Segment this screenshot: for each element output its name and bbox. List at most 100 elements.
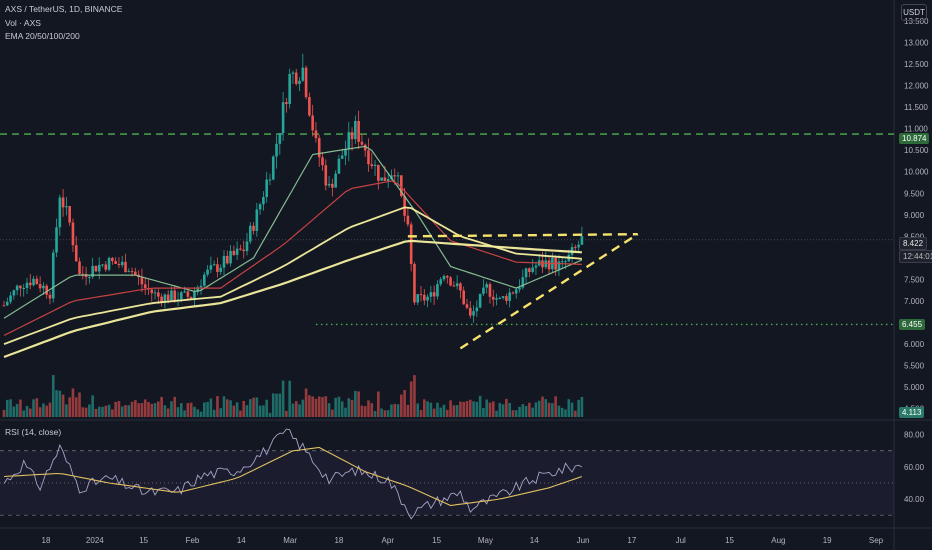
symbol-legend[interactable]: AXS / TetherUS, 1D, BINANCE [5,4,123,14]
volume-bar [370,403,374,417]
rsi-ma-line [3,446,583,507]
candle-body [400,175,403,197]
price-tick-label: 10.500 [904,146,929,155]
candle-body [422,294,426,301]
volume-bar [373,411,377,417]
volume-bar [193,406,196,417]
candle-body [445,275,449,278]
volume-bar [2,409,6,417]
currency-unit-button[interactable]: USDT [901,4,927,21]
candle-body [166,294,170,301]
price-tick-label: 7.000 [904,297,925,306]
volume-legend[interactable]: Vol · AXS [5,18,41,28]
candle-body [294,72,298,84]
rsi-legend[interactable]: RSI (14, close) [5,427,62,437]
candle-body [298,80,301,84]
candle-body [173,290,177,301]
volume-bar [452,405,456,417]
volume-bar [12,406,16,417]
candle-body [55,227,58,253]
volume-bar [409,381,413,417]
candle-body [580,236,584,245]
volume-bar [334,397,337,417]
volume-bar [472,401,475,417]
candle-body [74,245,78,262]
rsi-line [3,428,583,520]
volume-bar [449,400,452,417]
price-tick-label: 12.500 [904,60,929,69]
candle-body [472,311,475,316]
volume-bar [5,399,9,417]
candle-body [452,285,456,287]
support-price-tag: 6.455 [899,319,926,330]
candle-body [406,215,410,225]
candle-body [45,285,48,295]
candle-body [235,248,239,255]
volume-bar [134,400,137,417]
price-tick-label: 8.500 [904,232,925,241]
volume-bar [445,409,449,417]
candle-body [209,265,213,270]
price-tick-label: 11.500 [904,103,928,112]
candle-body [25,282,29,288]
volume-bar [357,391,360,417]
time-tick-label: Jun [577,536,590,545]
candle-body [97,264,101,272]
time-tick-label: Sep [869,536,884,545]
volume-bar [534,402,538,417]
volume-bar [84,407,88,417]
volume-bar [403,390,406,417]
volume-bar [180,403,183,417]
price-tick-label: 12.000 [904,82,929,91]
candle-body [150,289,154,294]
time-tick-label: 14 [530,536,539,545]
candle-body [508,292,511,301]
volume-bar [537,400,541,417]
candle-body [262,197,265,205]
candle-body [429,292,433,297]
volume-bar [114,401,117,417]
volume-bar [468,399,472,417]
volume-bar [160,396,163,417]
volume-bar [419,409,423,417]
candle-body [9,295,12,302]
ema-legend[interactable]: EMA 20/50/100/200 [5,31,80,41]
volume-bar [111,409,114,417]
volume-bar [61,394,65,417]
candle-body [170,290,173,301]
volume-bar [327,403,331,417]
volume-bar [143,399,147,417]
volume-bar [528,402,531,417]
candle-body [202,274,206,286]
candle-body [514,289,518,294]
volume-bar [574,410,577,417]
candle-body [491,296,495,300]
rsi-band [0,450,894,516]
volume-bar [32,399,35,417]
volume-bar [524,406,528,417]
volume-bar [278,393,282,417]
volume-bar [239,410,242,417]
volume-bar [189,402,193,417]
candle-body [2,305,6,307]
candle-body [48,294,52,299]
candle-body [301,67,305,81]
candle-body [88,276,91,278]
volume-bar [344,407,347,417]
candle-body [180,292,183,300]
volume-bar [554,396,557,417]
volume-bar [127,405,131,417]
volume-bar [514,410,518,417]
volume-bar [567,399,571,417]
volume-bar [426,401,429,417]
candle-body [534,265,538,268]
time-tick-label: Mar [283,536,297,545]
candle-body [340,155,344,159]
volume-bar [442,404,446,417]
candle-body [163,294,167,303]
volume-bar [291,403,295,417]
candle-body [396,175,400,177]
candle-body [317,138,321,158]
candle-body [275,143,278,157]
